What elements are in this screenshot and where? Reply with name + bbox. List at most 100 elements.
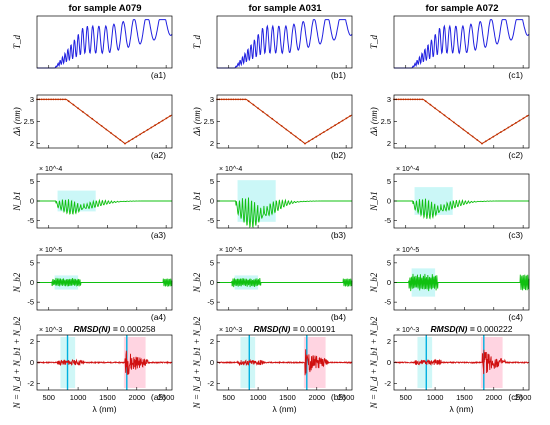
delta-lambda-line (37, 98, 173, 145)
delta-lambda-point (64, 98, 67, 101)
transmittance-curve (37, 19, 173, 69)
panel-label: (b2) (331, 150, 346, 160)
delta-lambda-point (522, 117, 525, 120)
delta-lambda-point (227, 98, 230, 101)
delta-lambda-point (161, 119, 164, 122)
delta-lambda-point (241, 98, 244, 101)
delta-lambda-point (330, 126, 333, 129)
delta-lambda-point (91, 117, 94, 120)
delta-lambda-point (54, 98, 57, 101)
y-axis-label: Δλ (nm) (12, 107, 22, 136)
y-tick-label: -5 (27, 298, 34, 307)
panel-b2: 2 2.5 3 Δλ (nm) (b2) (192, 94, 353, 160)
x-tick-label: 1000 (427, 393, 444, 402)
delta-lambda-point (86, 114, 89, 117)
delta-lambda-point (257, 107, 259, 110)
exponent-label: × 10^-5 (39, 247, 62, 254)
y-tick-label: 0 (210, 197, 214, 206)
delta-lambda-point (326, 128, 329, 131)
panel-label: (c3) (508, 230, 523, 240)
delta-lambda-point (481, 142, 483, 145)
delta-lambda-point (280, 125, 283, 127)
delta-lambda-point (496, 133, 498, 136)
delta-lambda-point (52, 98, 55, 101)
y-tick-label: -5 (207, 216, 214, 225)
delta-lambda-point (307, 140, 310, 143)
delta-lambda-point (311, 138, 314, 140)
delta-lambda-line (217, 98, 353, 145)
panel-label: (b3) (331, 230, 346, 240)
rmsd-annotation: RMSD(N) = 0.000191 (254, 324, 336, 334)
n-total-curve (393, 349, 530, 375)
y-tick-label: -2 (27, 379, 34, 388)
error-band (57, 190, 96, 212)
y-tick-label: 2 (30, 337, 34, 346)
y-tick-label: 0 (387, 197, 391, 206)
panels-group: T_d (a1) 2 2.5 3 Δλ (nm) (a2) -5 0 5 × 10^-4 N_b1 (a… (12, 15, 531, 414)
axes-frame (393, 94, 530, 149)
exponent-label: × 10^-3 (219, 327, 242, 334)
delta-lambda-point (223, 98, 225, 101)
y-axis-label: N = N_d + N_b1 + N_b2 (12, 316, 22, 409)
delta-lambda-point (418, 98, 421, 101)
panel-a5: -2 0 2 × 10^-3 RMSD(N) = 0.000258 500 1000 1500… (12, 316, 174, 409)
exponent-label: × 10^-4 (396, 166, 419, 173)
x-tick-label: 2500 (338, 393, 355, 402)
delta-lambda-point (96, 121, 98, 124)
delta-lambda-point (220, 98, 223, 101)
y-axis-label: N_b2 (192, 272, 202, 293)
delta-lambda-point (266, 114, 269, 117)
panel-label: (a5) (151, 392, 166, 402)
y-tick-label: -5 (27, 216, 34, 225)
axes-frame (36, 15, 173, 69)
delta-lambda-point (434, 107, 436, 110)
exponent-label: × 10^-3 (396, 327, 419, 334)
panel-label: (b5) (331, 392, 346, 402)
x-tick-label: 2000 (128, 393, 145, 402)
delta-lambda-point (462, 128, 465, 131)
y-tick-label: 2 (387, 139, 391, 148)
x-tick-label: 500 (42, 393, 55, 402)
exponent-label: × 10^-5 (396, 247, 419, 254)
y-axis-label: Δλ (nm) (369, 107, 379, 136)
y-tick-label: 3 (387, 95, 391, 104)
y-tick-label: 5 (210, 258, 214, 267)
axes-frame (216, 94, 353, 149)
delta-lambda-point (338, 122, 340, 124)
y-tick-label: 0 (387, 358, 391, 367)
panel-b4: -5 0 5 × 10^-5 N_b2 (b4) (192, 247, 353, 322)
delta-lambda-point (518, 119, 521, 122)
axes-frame (36, 334, 173, 391)
shade-band-right (480, 337, 503, 388)
panel-c4: -5 0 5 × 10^-5 N_b2 (c4) (369, 247, 530, 322)
delta-lambda-point (499, 131, 502, 134)
y-tick-label: 2 (210, 337, 214, 346)
y-axis-label: T_d (12, 35, 22, 50)
x-tick-label: 1500 (99, 393, 116, 402)
y-tick-label: 2 (210, 139, 214, 148)
y-tick-label: 0 (387, 278, 391, 287)
rmsd-label: RMSD(N) = (254, 324, 301, 334)
transmittance-curve (394, 19, 530, 69)
rmsd-label: RMSD(N) = (431, 324, 478, 334)
axes-frame (393, 334, 530, 391)
y-tick-label: 0 (210, 278, 214, 287)
delta-lambda-point (341, 119, 344, 122)
nb2-curve (394, 273, 530, 292)
exponent-label: × 10^-4 (39, 166, 62, 173)
exponent-label: × 10^-4 (219, 166, 242, 173)
rmsd-value: 0.000222 (477, 324, 513, 334)
delta-lambda-point (526, 115, 528, 117)
delta-lambda-line (394, 98, 530, 145)
delta-lambda-point (411, 98, 414, 101)
x-axis-label: λ (nm) (272, 404, 296, 414)
delta-lambda-point (61, 98, 64, 101)
exponent-label: × 10^-3 (39, 327, 62, 334)
panel-label: (b1) (331, 70, 346, 80)
delta-lambda-point (105, 128, 108, 131)
delta-lambda-point (429, 103, 432, 106)
column-title-a: for sample A079 (68, 3, 141, 14)
delta-lambda-point (127, 140, 130, 143)
panel-c3: -5 0 5 × 10^-4 N_b1 (c3) (369, 166, 530, 240)
y-axis-label: N_b2 (369, 272, 379, 293)
